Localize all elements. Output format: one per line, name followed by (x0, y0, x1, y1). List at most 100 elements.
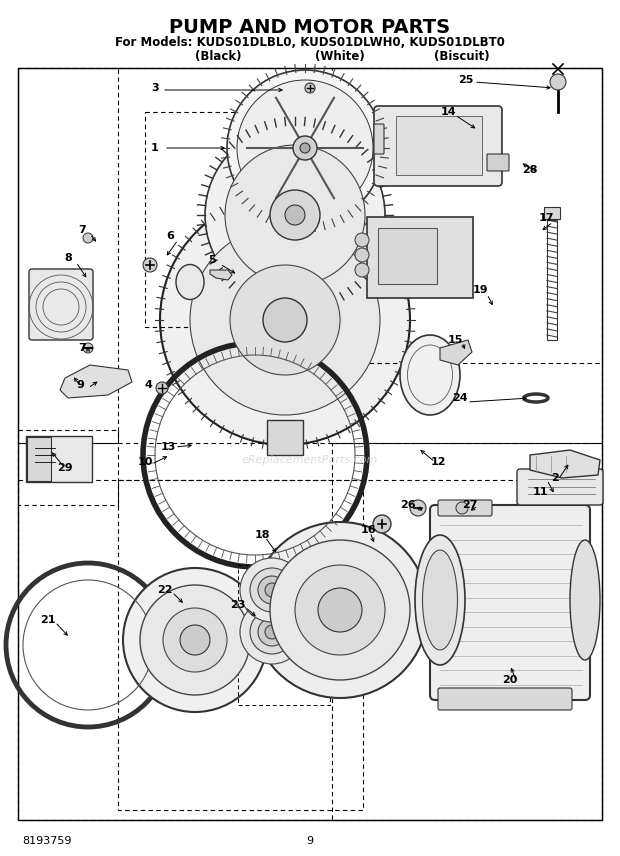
Circle shape (550, 74, 566, 90)
Text: eReplacementParts.com: eReplacementParts.com (242, 455, 378, 465)
Text: 28: 28 (522, 165, 538, 175)
FancyBboxPatch shape (517, 469, 603, 505)
Circle shape (265, 583, 279, 597)
Text: 21: 21 (40, 615, 56, 625)
Circle shape (295, 565, 385, 655)
Circle shape (355, 248, 369, 262)
Text: 12: 12 (430, 457, 446, 467)
Text: 2: 2 (551, 473, 559, 483)
Circle shape (205, 125, 385, 305)
Circle shape (258, 618, 286, 646)
Circle shape (160, 195, 410, 445)
FancyBboxPatch shape (487, 154, 509, 171)
Text: (Black): (Black) (195, 50, 241, 63)
Text: 22: 22 (157, 585, 173, 595)
Text: 5: 5 (208, 255, 216, 265)
FancyBboxPatch shape (26, 436, 92, 482)
Circle shape (225, 145, 365, 285)
Polygon shape (210, 270, 232, 280)
Bar (332, 68, 602, 363)
Text: 16: 16 (360, 525, 376, 535)
Bar (547, 220, 557, 340)
Circle shape (240, 558, 304, 622)
Text: 8: 8 (64, 253, 72, 263)
Bar (145, 112, 335, 327)
Text: 23: 23 (230, 600, 246, 610)
Bar (18, 430, 118, 505)
Text: 9: 9 (306, 836, 314, 846)
Text: 13: 13 (161, 442, 175, 452)
Circle shape (258, 576, 286, 604)
Text: 18: 18 (254, 530, 270, 540)
Circle shape (265, 625, 279, 639)
Circle shape (140, 585, 250, 695)
Bar (18, 68, 118, 443)
Circle shape (230, 265, 340, 375)
FancyBboxPatch shape (29, 269, 93, 340)
Circle shape (83, 343, 93, 353)
Ellipse shape (415, 535, 465, 665)
Bar (544, 207, 560, 219)
FancyBboxPatch shape (396, 116, 482, 175)
Circle shape (355, 263, 369, 277)
FancyBboxPatch shape (27, 437, 51, 481)
Text: 8193759: 8193759 (22, 836, 71, 846)
Text: 10: 10 (137, 457, 153, 467)
Text: PUMP AND MOTOR PARTS: PUMP AND MOTOR PARTS (169, 18, 451, 37)
Text: 11: 11 (532, 487, 547, 497)
Text: 24: 24 (452, 393, 468, 403)
FancyBboxPatch shape (378, 228, 437, 284)
Circle shape (355, 233, 369, 247)
Circle shape (456, 502, 468, 514)
Circle shape (270, 540, 410, 680)
Text: 20: 20 (502, 675, 518, 685)
Text: 7: 7 (78, 343, 86, 353)
Text: 19: 19 (472, 285, 488, 295)
Text: 17: 17 (538, 213, 554, 223)
Polygon shape (440, 340, 472, 365)
Text: 29: 29 (57, 463, 73, 473)
Circle shape (237, 80, 373, 216)
Circle shape (373, 515, 391, 533)
Bar (18, 68, 602, 820)
Text: (White): (White) (315, 50, 365, 63)
FancyBboxPatch shape (438, 500, 492, 516)
Circle shape (190, 225, 380, 415)
Circle shape (305, 83, 315, 93)
Circle shape (270, 190, 320, 240)
Circle shape (123, 568, 267, 712)
FancyBboxPatch shape (374, 106, 502, 186)
Text: 3: 3 (151, 83, 159, 93)
FancyBboxPatch shape (374, 124, 384, 154)
Circle shape (300, 143, 310, 153)
Circle shape (156, 382, 168, 394)
Circle shape (163, 608, 227, 672)
Bar (267, 420, 303, 455)
Circle shape (250, 568, 294, 612)
Ellipse shape (422, 550, 458, 650)
Circle shape (293, 136, 317, 160)
Ellipse shape (570, 540, 600, 660)
FancyBboxPatch shape (430, 505, 590, 700)
Text: 7: 7 (78, 225, 86, 235)
Circle shape (240, 600, 304, 664)
Ellipse shape (176, 265, 204, 300)
Polygon shape (60, 365, 132, 398)
FancyBboxPatch shape (367, 217, 473, 298)
Text: (Biscuit): (Biscuit) (434, 50, 490, 63)
Polygon shape (530, 450, 600, 478)
Circle shape (83, 233, 93, 243)
Circle shape (143, 258, 157, 272)
Text: 1: 1 (151, 143, 159, 153)
Text: 4: 4 (144, 380, 152, 390)
Text: For Models: KUDS01DLBL0, KUDS01DLWH0, KUDS01DLBT0: For Models: KUDS01DLBL0, KUDS01DLWH0, KU… (115, 36, 505, 49)
Circle shape (318, 588, 362, 632)
Text: 26: 26 (400, 500, 416, 510)
FancyBboxPatch shape (438, 688, 572, 710)
Text: 15: 15 (447, 335, 463, 345)
Circle shape (180, 625, 210, 655)
Text: 14: 14 (440, 107, 456, 117)
Text: 27: 27 (463, 500, 478, 510)
Circle shape (285, 205, 305, 225)
Bar (118, 480, 363, 810)
